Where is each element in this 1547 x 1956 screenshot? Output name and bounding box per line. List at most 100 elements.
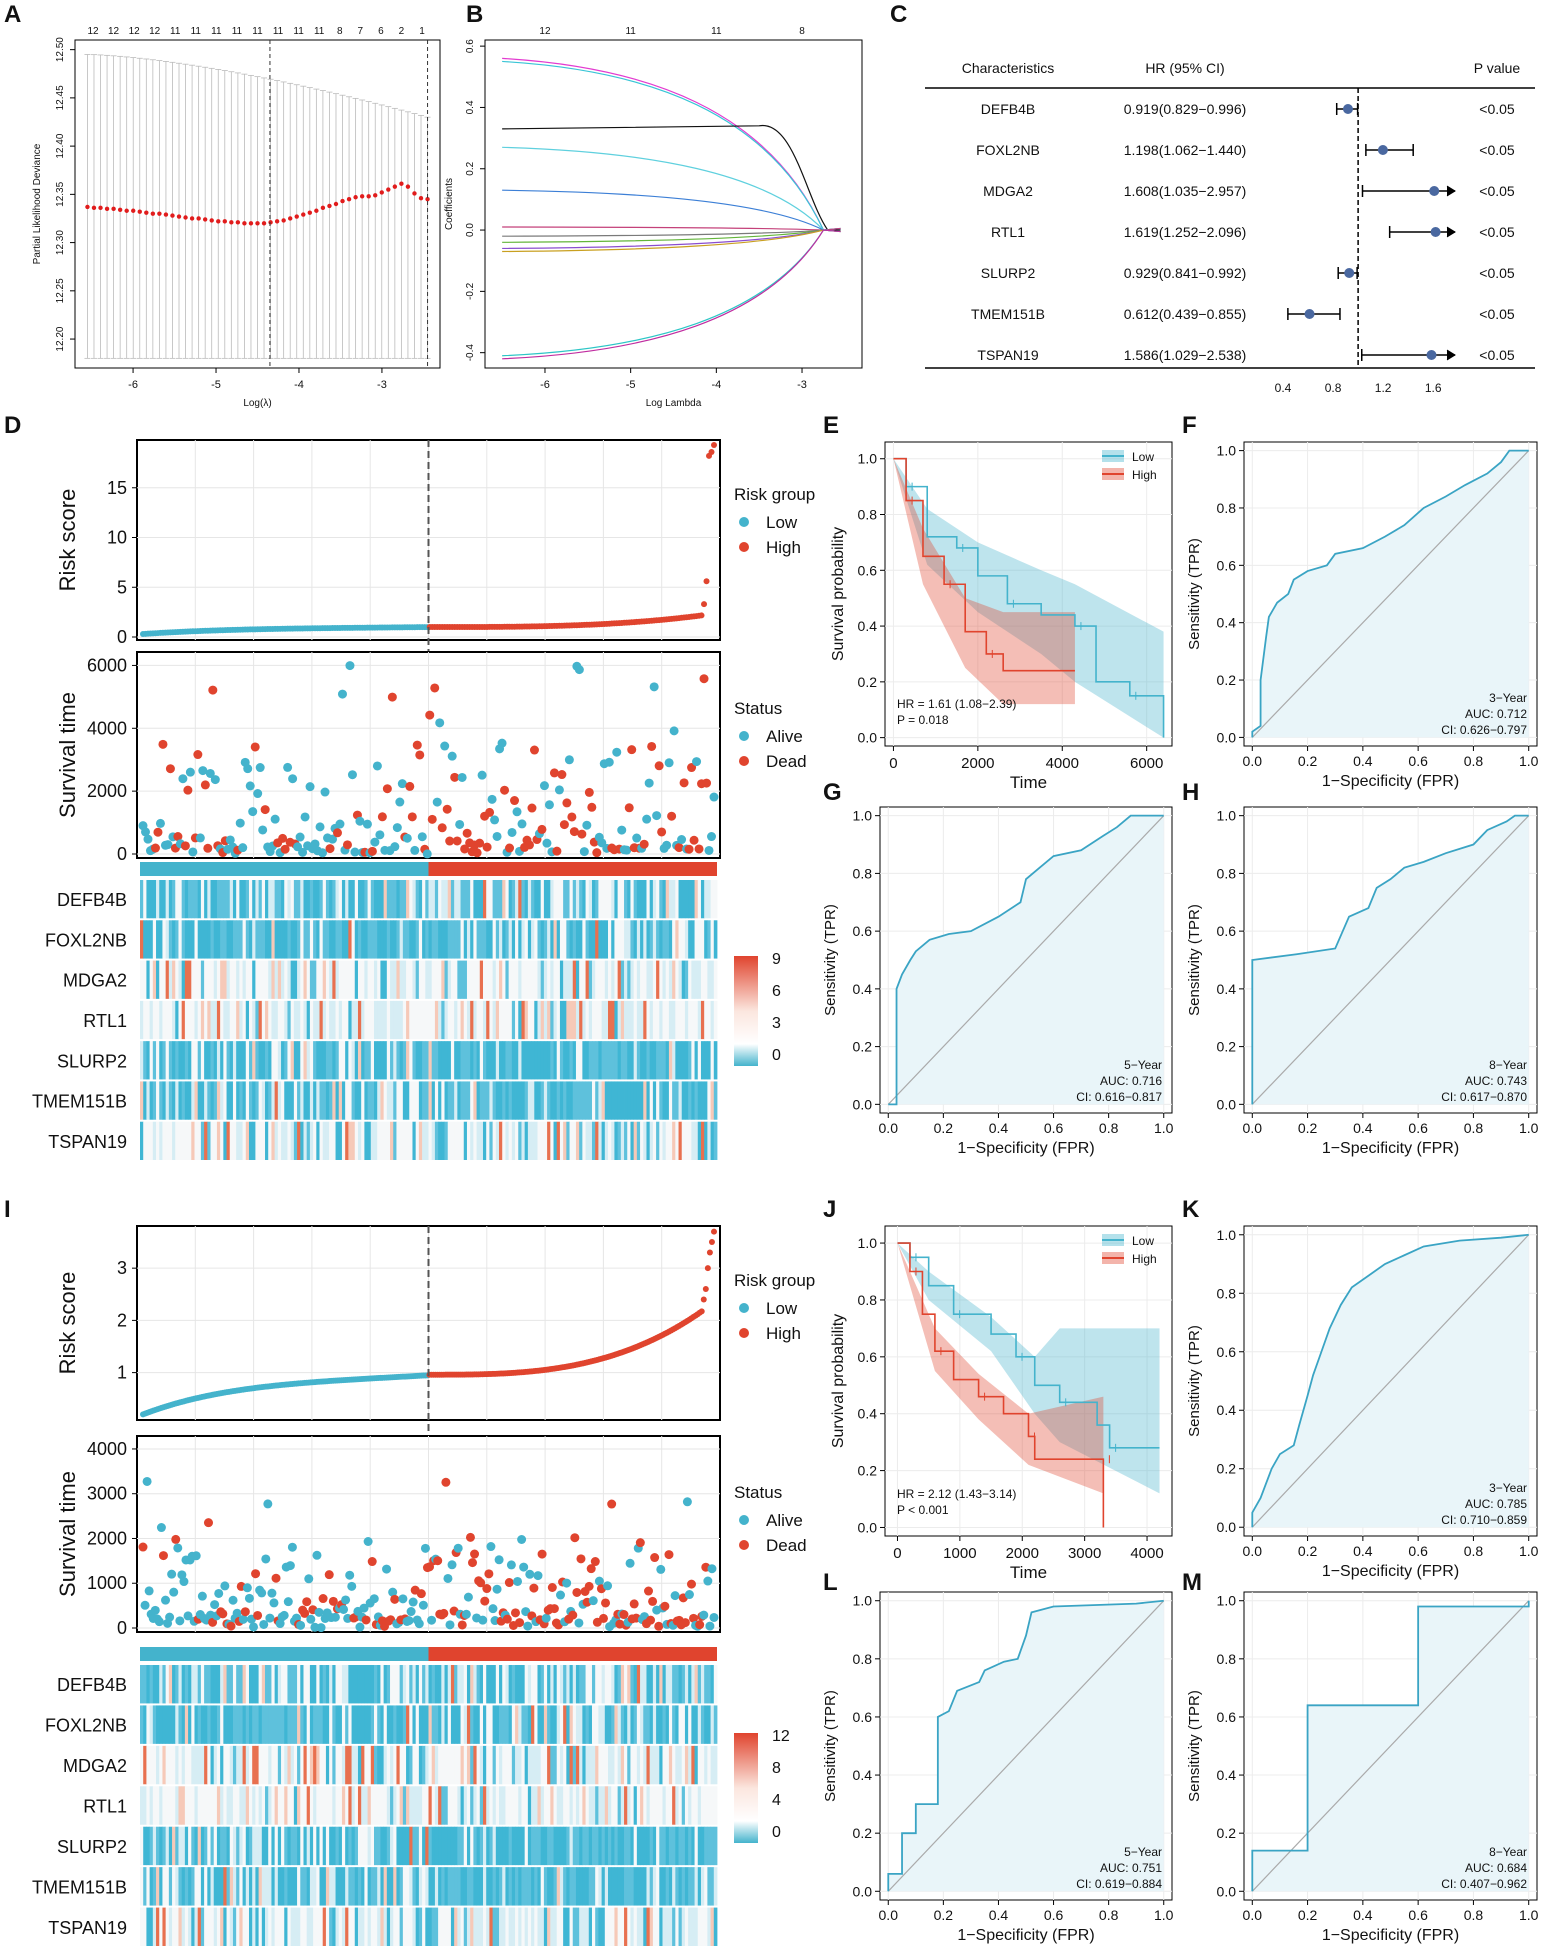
- heatmap-cell: [460, 1121, 465, 1160]
- heatmap-cell: [313, 1041, 317, 1080]
- heatmap-cell: [194, 1081, 199, 1120]
- heatmap-cell: [431, 1665, 436, 1704]
- heatmap-cell: [316, 1826, 320, 1866]
- heatmap-cell: [377, 1041, 381, 1080]
- deviance-point: [327, 203, 332, 209]
- deviance-point: [366, 194, 371, 199]
- heatmap-cell: [409, 1705, 413, 1744]
- heatmap-cell: [691, 1867, 695, 1906]
- heatmap-cell: [505, 1867, 510, 1906]
- heatmap-cell: [393, 1665, 397, 1704]
- heatmap-cell: [319, 1121, 324, 1160]
- heatmap-cell: [229, 1081, 234, 1120]
- survival-point: [328, 1596, 338, 1606]
- heatmap-cell: [351, 1121, 356, 1160]
- heatmap-cell: [409, 1826, 413, 1866]
- survival-point: [527, 803, 537, 813]
- survival-point: [442, 804, 452, 814]
- heatmap-cell: [338, 1745, 343, 1785]
- heatmap-cell: [444, 1786, 449, 1825]
- heatmap-cell: [601, 1826, 606, 1866]
- heatmap-cell: [633, 1826, 638, 1866]
- heatmap-cell: [252, 1826, 256, 1866]
- heatmap-cell: [454, 1786, 458, 1825]
- survival-point: [167, 1569, 177, 1579]
- heatmap-cell: [383, 1121, 388, 1160]
- heatmap-cell: [643, 1121, 647, 1160]
- x-axis-label: Time: [1010, 1563, 1047, 1582]
- x-tick-label: 2000: [1006, 1545, 1039, 1562]
- heatmap-cell: [678, 880, 683, 919]
- survival-point: [475, 838, 485, 848]
- heatmap-cell: [309, 1081, 314, 1120]
- heatmap-cell: [152, 1000, 157, 1040]
- heatmap-cell: [281, 1786, 285, 1825]
- survival-point: [225, 835, 235, 845]
- risk-point: [708, 1239, 715, 1246]
- heatmap-cell: [422, 1041, 426, 1080]
- heatmap-cell: [265, 1907, 269, 1946]
- heatmap-cell: [159, 1705, 163, 1744]
- survival-point: [288, 774, 298, 784]
- heatmap-cell: [175, 960, 179, 999]
- heatmap-cell: [213, 1081, 218, 1120]
- heatmap-cell: [265, 1665, 269, 1704]
- heatmap-cell: [220, 1081, 224, 1120]
- heatmap-cell: [454, 1907, 458, 1946]
- heatmap-cell: [691, 1786, 695, 1825]
- heatmap-cell: [377, 1786, 381, 1825]
- heatmap-cell: [678, 1705, 683, 1744]
- heatmap-cell: [457, 1041, 461, 1080]
- y-tick-label: 1.0: [858, 451, 878, 467]
- heatmap-cell: [329, 960, 333, 999]
- heatmap-cell: [540, 920, 545, 959]
- heatmap-cell: [524, 1121, 529, 1160]
- heatmap-cell: [710, 920, 715, 959]
- x-tick-label: 6000: [1130, 755, 1163, 772]
- heatmap-cell: [627, 1081, 631, 1120]
- heatmap-cell: [181, 1867, 186, 1906]
- heatmap-cell: [482, 1000, 487, 1040]
- coef-path: [502, 125, 841, 231]
- heatmap-cell: [505, 960, 510, 999]
- heatmap-cell: [579, 880, 583, 919]
- heatmap-cell: [197, 1665, 202, 1704]
- heatmap-cell: [604, 1745, 609, 1785]
- heatmap-cell: [361, 1081, 365, 1120]
- heatmap-cell: [258, 1000, 263, 1040]
- heatmap-cell: [406, 1081, 410, 1120]
- heatmap-cell: [399, 1745, 404, 1785]
- heatmap-cell: [386, 1907, 391, 1946]
- heatmap-cell: [646, 1867, 651, 1906]
- heatmap-cell: [463, 1867, 468, 1906]
- heatmap-cell: [486, 1041, 490, 1080]
- heatmap-cell: [313, 920, 317, 959]
- heatmap-cell: [620, 1745, 625, 1785]
- survival-point: [165, 1612, 175, 1622]
- heatmap-cell: [694, 920, 699, 959]
- heatmap-gene-label: SLURP2: [57, 1051, 127, 1071]
- heatmap-cell: [633, 1745, 638, 1785]
- heatmap-cell: [543, 1745, 548, 1785]
- y-tick-label: 0.2: [858, 1463, 878, 1479]
- heatmap-cell: [399, 1121, 404, 1160]
- heatmap-cell: [207, 880, 211, 919]
- heatmap-cell: [531, 1081, 535, 1120]
- heatmap-cell: [527, 1041, 532, 1080]
- heatmap-cell: [399, 1081, 404, 1120]
- heatmap-cell: [325, 1041, 330, 1080]
- heatmap-cell: [390, 960, 394, 999]
- heatmap-cell: [248, 1745, 253, 1785]
- heatmap-cell: [553, 1000, 558, 1040]
- heatmap-cell: [495, 1907, 500, 1946]
- heatmap-cell: [434, 1665, 439, 1704]
- y-tick-label: 4000: [87, 1439, 127, 1459]
- heatmap-cell: [152, 1745, 157, 1785]
- survival-point: [447, 751, 457, 761]
- heatmap-cell: [188, 1907, 192, 1946]
- survival-point: [315, 822, 325, 832]
- heatmap-cell: [380, 920, 385, 959]
- heatmap-cell: [274, 1081, 279, 1120]
- heatmap-cell: [281, 1665, 285, 1704]
- heatmap-cell: [300, 960, 304, 999]
